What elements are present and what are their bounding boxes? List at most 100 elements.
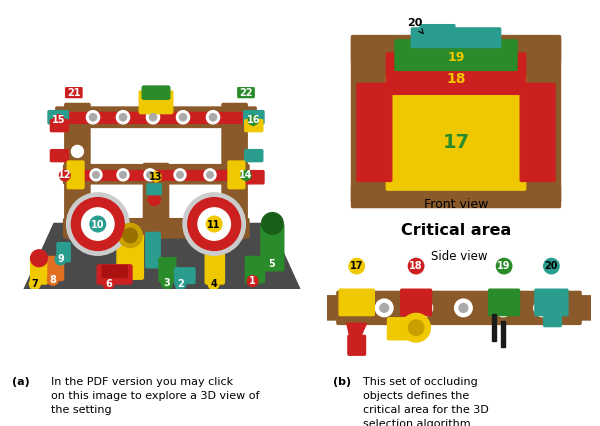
Text: 16: 16	[247, 115, 260, 125]
Circle shape	[380, 303, 389, 312]
FancyBboxPatch shape	[56, 107, 256, 127]
FancyBboxPatch shape	[352, 35, 560, 62]
Circle shape	[148, 193, 160, 205]
Polygon shape	[248, 115, 258, 126]
FancyBboxPatch shape	[244, 111, 264, 124]
Text: 5: 5	[268, 259, 275, 269]
Circle shape	[544, 259, 559, 274]
FancyBboxPatch shape	[143, 164, 169, 238]
FancyBboxPatch shape	[357, 83, 392, 181]
Text: 20: 20	[407, 18, 423, 34]
FancyBboxPatch shape	[245, 256, 265, 283]
FancyBboxPatch shape	[222, 104, 247, 238]
FancyBboxPatch shape	[401, 289, 431, 316]
Circle shape	[93, 172, 100, 178]
FancyBboxPatch shape	[97, 265, 132, 284]
FancyBboxPatch shape	[64, 171, 248, 180]
FancyBboxPatch shape	[420, 25, 455, 38]
Text: 15: 15	[52, 115, 65, 125]
Circle shape	[176, 111, 190, 124]
Circle shape	[146, 111, 160, 124]
Circle shape	[86, 111, 100, 124]
Text: 4: 4	[210, 279, 217, 289]
FancyBboxPatch shape	[159, 258, 176, 282]
Text: 14: 14	[239, 170, 253, 181]
FancyBboxPatch shape	[492, 314, 496, 341]
Circle shape	[179, 114, 187, 121]
Circle shape	[177, 172, 184, 178]
Text: 10: 10	[91, 220, 104, 230]
Circle shape	[208, 279, 219, 289]
FancyBboxPatch shape	[489, 289, 520, 316]
FancyBboxPatch shape	[386, 75, 526, 190]
FancyBboxPatch shape	[142, 86, 170, 99]
Circle shape	[266, 259, 277, 270]
Circle shape	[116, 111, 130, 124]
Circle shape	[53, 115, 64, 126]
Circle shape	[174, 169, 186, 181]
Circle shape	[89, 114, 97, 121]
Circle shape	[118, 224, 142, 248]
FancyBboxPatch shape	[501, 321, 505, 348]
Circle shape	[494, 299, 512, 317]
Circle shape	[90, 216, 106, 232]
Circle shape	[71, 145, 83, 158]
Circle shape	[59, 170, 70, 181]
Circle shape	[209, 114, 217, 121]
FancyBboxPatch shape	[117, 235, 143, 279]
FancyBboxPatch shape	[57, 243, 70, 262]
Text: (a): (a)	[12, 377, 30, 387]
Circle shape	[206, 172, 214, 178]
Circle shape	[496, 259, 512, 274]
Circle shape	[419, 303, 428, 312]
Text: 21: 21	[67, 88, 80, 98]
Circle shape	[117, 169, 129, 181]
FancyBboxPatch shape	[352, 38, 389, 203]
Polygon shape	[347, 323, 367, 343]
FancyBboxPatch shape	[348, 335, 365, 355]
Text: 6: 6	[105, 279, 112, 289]
Text: 3: 3	[163, 279, 170, 288]
FancyBboxPatch shape	[67, 161, 84, 189]
Circle shape	[119, 114, 127, 121]
FancyBboxPatch shape	[31, 258, 47, 284]
Circle shape	[92, 219, 103, 230]
Circle shape	[262, 213, 283, 234]
Text: This set of occluding
objects defines the
critical area for the 3D
selection alg: This set of occluding objects defines th…	[363, 377, 489, 426]
Circle shape	[120, 172, 127, 178]
Text: 7: 7	[31, 279, 38, 289]
Text: 11: 11	[207, 220, 220, 230]
Circle shape	[123, 228, 137, 243]
FancyBboxPatch shape	[520, 83, 555, 181]
Circle shape	[409, 259, 424, 274]
FancyBboxPatch shape	[245, 150, 263, 161]
Circle shape	[415, 299, 433, 317]
Circle shape	[349, 259, 364, 274]
FancyBboxPatch shape	[147, 184, 161, 195]
Circle shape	[499, 303, 508, 312]
FancyBboxPatch shape	[337, 291, 581, 324]
Circle shape	[71, 198, 124, 250]
FancyBboxPatch shape	[339, 289, 374, 316]
Circle shape	[534, 299, 551, 317]
Text: 13: 13	[149, 172, 163, 181]
FancyBboxPatch shape	[326, 296, 343, 320]
FancyBboxPatch shape	[352, 186, 560, 207]
FancyBboxPatch shape	[50, 120, 68, 132]
FancyBboxPatch shape	[102, 265, 127, 277]
Circle shape	[198, 208, 230, 240]
Text: In the PDF version you may click
on this image to explore a 3D view of
the setti: In the PDF version you may click on this…	[51, 377, 260, 415]
FancyBboxPatch shape	[412, 28, 500, 48]
FancyBboxPatch shape	[523, 38, 560, 203]
Text: 17: 17	[442, 133, 470, 152]
Text: 8: 8	[49, 275, 56, 285]
FancyBboxPatch shape	[245, 171, 264, 184]
FancyBboxPatch shape	[388, 318, 410, 340]
Circle shape	[47, 274, 58, 285]
Circle shape	[161, 278, 172, 289]
Circle shape	[206, 216, 222, 232]
FancyBboxPatch shape	[64, 219, 249, 238]
FancyBboxPatch shape	[442, 38, 470, 53]
Text: 19: 19	[448, 51, 464, 64]
Circle shape	[538, 303, 547, 312]
